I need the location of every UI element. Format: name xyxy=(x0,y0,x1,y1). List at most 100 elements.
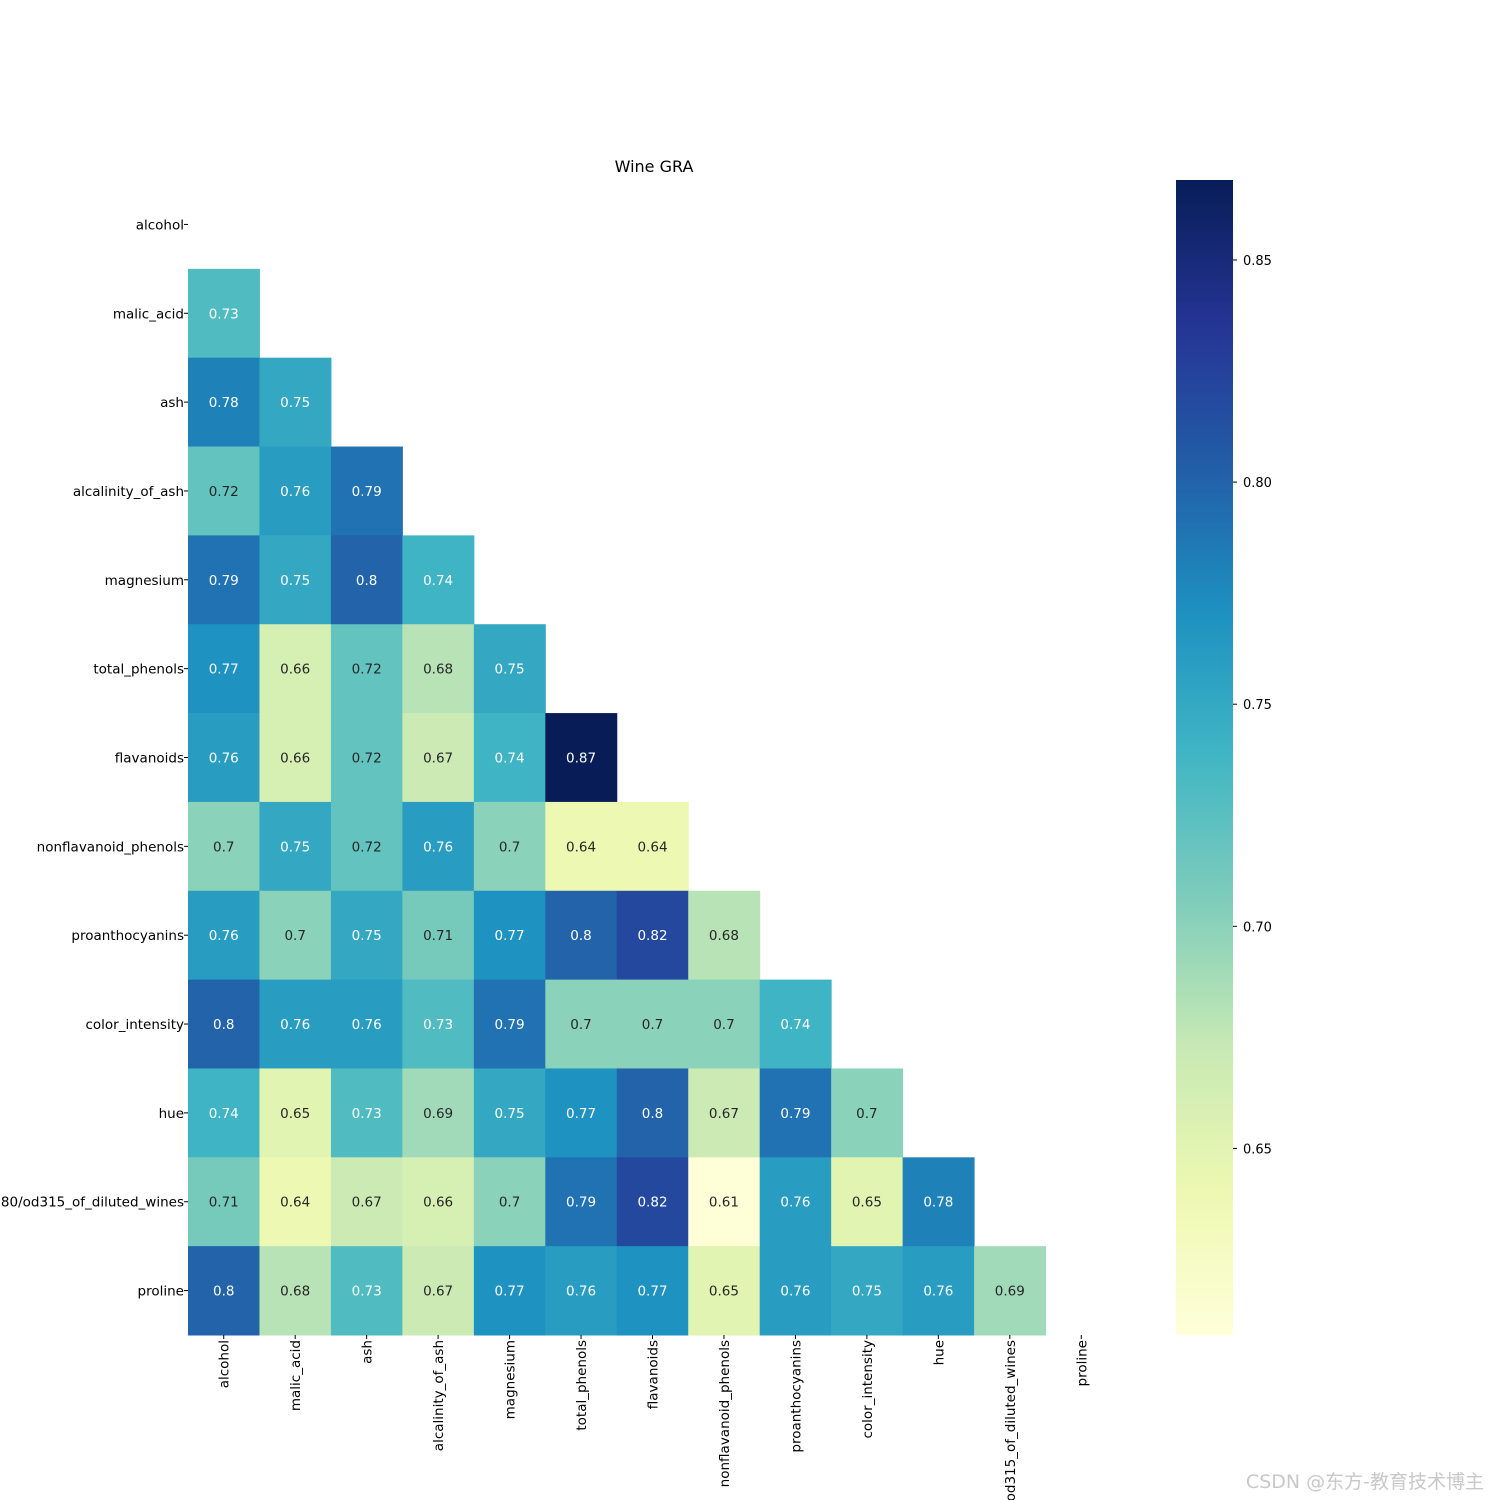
heatmap-cell xyxy=(330,1246,403,1336)
heatmap-cell xyxy=(330,624,403,714)
cell-value-label: 0.66 xyxy=(280,662,310,678)
heatmap-cell xyxy=(330,1157,403,1247)
heatmap-cell xyxy=(259,535,332,625)
heatmap-cell xyxy=(688,890,761,981)
heatmap-cell xyxy=(330,535,403,625)
cell-value-label: 0.8 xyxy=(213,1284,234,1300)
heatmap-cell xyxy=(259,979,332,1069)
x-tick-label: color_intensity xyxy=(860,1340,876,1439)
heatmap-cell xyxy=(473,1246,546,1336)
heatmap-cell xyxy=(688,979,761,1069)
heatmap-cell xyxy=(902,1246,975,1336)
cell-value-label: 0.7 xyxy=(856,1106,877,1122)
heatmap-cell xyxy=(402,801,475,892)
heatmap-cell xyxy=(402,1246,475,1336)
heatmap-cell xyxy=(473,1157,546,1247)
heatmap-cell xyxy=(616,1157,689,1247)
heatmap-cell xyxy=(259,890,332,981)
watermark: CSDN @东方-教育技术博主 xyxy=(1245,1471,1484,1493)
heatmap-cell xyxy=(545,713,618,803)
chart-title: Wine GRA xyxy=(615,157,694,176)
heatmap-cell xyxy=(330,1068,403,1158)
cell-value-label: 0.67 xyxy=(423,1284,453,1300)
cell-value-label: 0.77 xyxy=(209,662,239,678)
heatmap-cell xyxy=(974,1246,1047,1336)
heatmap-cell xyxy=(473,713,546,803)
heatmap-cell xyxy=(259,446,332,536)
y-tick-label: nonflavanoid_phenols xyxy=(37,839,184,855)
heatmap-cell xyxy=(616,1068,689,1158)
heatmap-cell xyxy=(688,1246,761,1336)
heatmap-cell xyxy=(188,624,260,714)
cell-value-label: 0.69 xyxy=(423,1106,453,1122)
heatmap-cell xyxy=(473,979,546,1069)
heatmap-cell xyxy=(188,446,260,536)
y-tick-label: color_intensity xyxy=(85,1017,184,1033)
cell-value-label: 0.74 xyxy=(423,573,453,589)
heatmap-cell xyxy=(545,801,618,892)
cell-value-label: 0.75 xyxy=(495,1106,525,1122)
x-tick-label: magnesium xyxy=(503,1340,519,1419)
heatmap-cell xyxy=(902,1157,975,1247)
x-tick-label: nonflavanoid_phenols xyxy=(717,1340,733,1487)
heatmap-cell xyxy=(616,979,689,1069)
heatmap-cell xyxy=(759,1246,832,1336)
cell-value-label: 0.75 xyxy=(852,1284,882,1300)
cell-value-label: 0.64 xyxy=(566,839,596,855)
cell-value-label: 0.79 xyxy=(495,1017,525,1033)
y-tick-label: alcohol xyxy=(136,217,184,233)
heatmap-cell xyxy=(545,979,618,1069)
x-tick-label: od280/od315_of_diluted_wines xyxy=(1003,1340,1019,1500)
cell-value-label: 0.76 xyxy=(923,1284,953,1300)
cell-value-label: 0.8 xyxy=(213,1017,234,1033)
heatmap-cell xyxy=(188,1068,260,1158)
cell-value-label: 0.72 xyxy=(209,484,239,500)
heatmap-cell xyxy=(188,890,260,981)
heatmap-cell xyxy=(759,1157,832,1247)
heatmap-cell xyxy=(259,1157,332,1247)
cell-value-label: 0.76 xyxy=(209,751,239,767)
cell-value-label: 0.74 xyxy=(495,751,525,767)
heatmap-cell xyxy=(188,979,260,1069)
heatmap-cell xyxy=(831,1157,904,1247)
cell-value-label: 0.77 xyxy=(495,928,525,944)
colorbar-tick-label: 0.70 xyxy=(1243,920,1272,935)
heatmap-cell xyxy=(188,801,260,892)
cell-value-label: 0.64 xyxy=(637,839,667,855)
cell-value-label: 0.61 xyxy=(709,1195,739,1211)
cell-value-label: 0.76 xyxy=(566,1284,596,1300)
heatmap-cell xyxy=(259,1246,332,1336)
cell-value-label: 0.75 xyxy=(280,573,310,589)
cell-value-label: 0.77 xyxy=(495,1284,525,1300)
cell-value-label: 0.66 xyxy=(423,1195,453,1211)
heatmap-cell xyxy=(402,535,475,625)
cell-value-label: 0.68 xyxy=(280,1284,310,1300)
cell-value-label: 0.76 xyxy=(280,1017,310,1033)
cell-value-label: 0.82 xyxy=(637,928,667,944)
cell-value-label: 0.74 xyxy=(780,1017,810,1033)
cell-value-label: 0.73 xyxy=(423,1017,453,1033)
x-tick-label: hue xyxy=(931,1340,947,1365)
y-tick-label: malic_acid xyxy=(113,306,184,322)
heatmap-cell xyxy=(330,801,403,892)
cell-value-label: 0.7 xyxy=(713,1017,734,1033)
cell-value-label: 0.71 xyxy=(209,1195,239,1211)
cell-value-label: 0.79 xyxy=(352,484,382,500)
x-tick-label: total_phenols xyxy=(574,1340,590,1431)
heatmap-cell xyxy=(330,890,403,981)
x-tick-label: proanthocyanins xyxy=(788,1340,804,1453)
y-tick-label: proline xyxy=(138,1284,184,1300)
y-tick-label: proanthocyanins xyxy=(71,928,184,944)
y-tick-label: hue xyxy=(159,1106,184,1122)
x-tick-label: proline xyxy=(1074,1340,1090,1386)
heatmap-cell xyxy=(188,535,260,625)
cell-value-label: 0.76 xyxy=(352,1017,382,1033)
cell-value-label: 0.75 xyxy=(495,662,525,678)
cell-value-label: 0.8 xyxy=(570,928,591,944)
y-tick-label: magnesium xyxy=(105,573,184,589)
cell-value-label: 0.7 xyxy=(213,839,234,855)
colorbar-tick-label: 0.75 xyxy=(1243,698,1272,713)
cell-value-label: 0.82 xyxy=(637,1195,667,1211)
heatmap-cell xyxy=(545,890,618,981)
